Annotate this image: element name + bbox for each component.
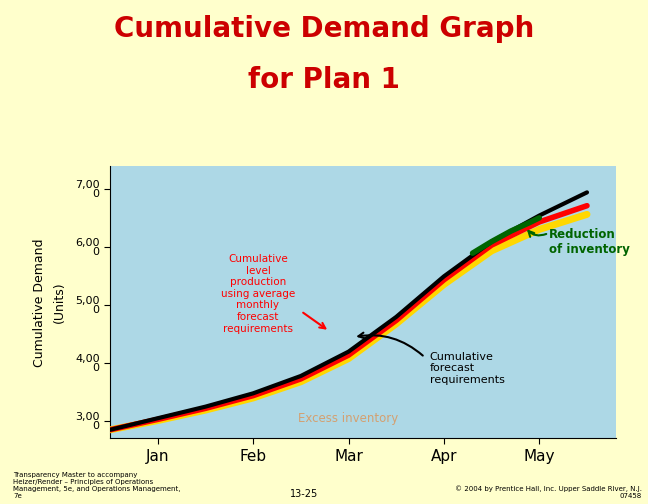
Text: Cumulative
forecast
requirements: Cumulative forecast requirements [430,352,505,385]
Text: for Plan 1: for Plan 1 [248,66,400,94]
Text: Cumulative Demand: Cumulative Demand [33,238,46,366]
Text: (Units): (Units) [53,282,66,323]
Text: Cumulative
level
production
using average
monthly
forecast
requirements: Cumulative level production using averag… [221,254,295,334]
Text: Transparency Master to accompany
Heizer/Render – Principles of Operations
Manage: Transparency Master to accompany Heizer/… [13,472,180,499]
Text: © 2004 by Prentice Hall, Inc. Upper Saddle RIver, N.J.
07458: © 2004 by Prentice Hall, Inc. Upper Sadd… [454,485,642,499]
Text: 13-25: 13-25 [290,489,319,499]
Text: Reduction
of inventory: Reduction of inventory [549,228,630,256]
Text: Excess inventory: Excess inventory [299,412,399,425]
Text: Cumulative Demand Graph: Cumulative Demand Graph [114,15,534,43]
